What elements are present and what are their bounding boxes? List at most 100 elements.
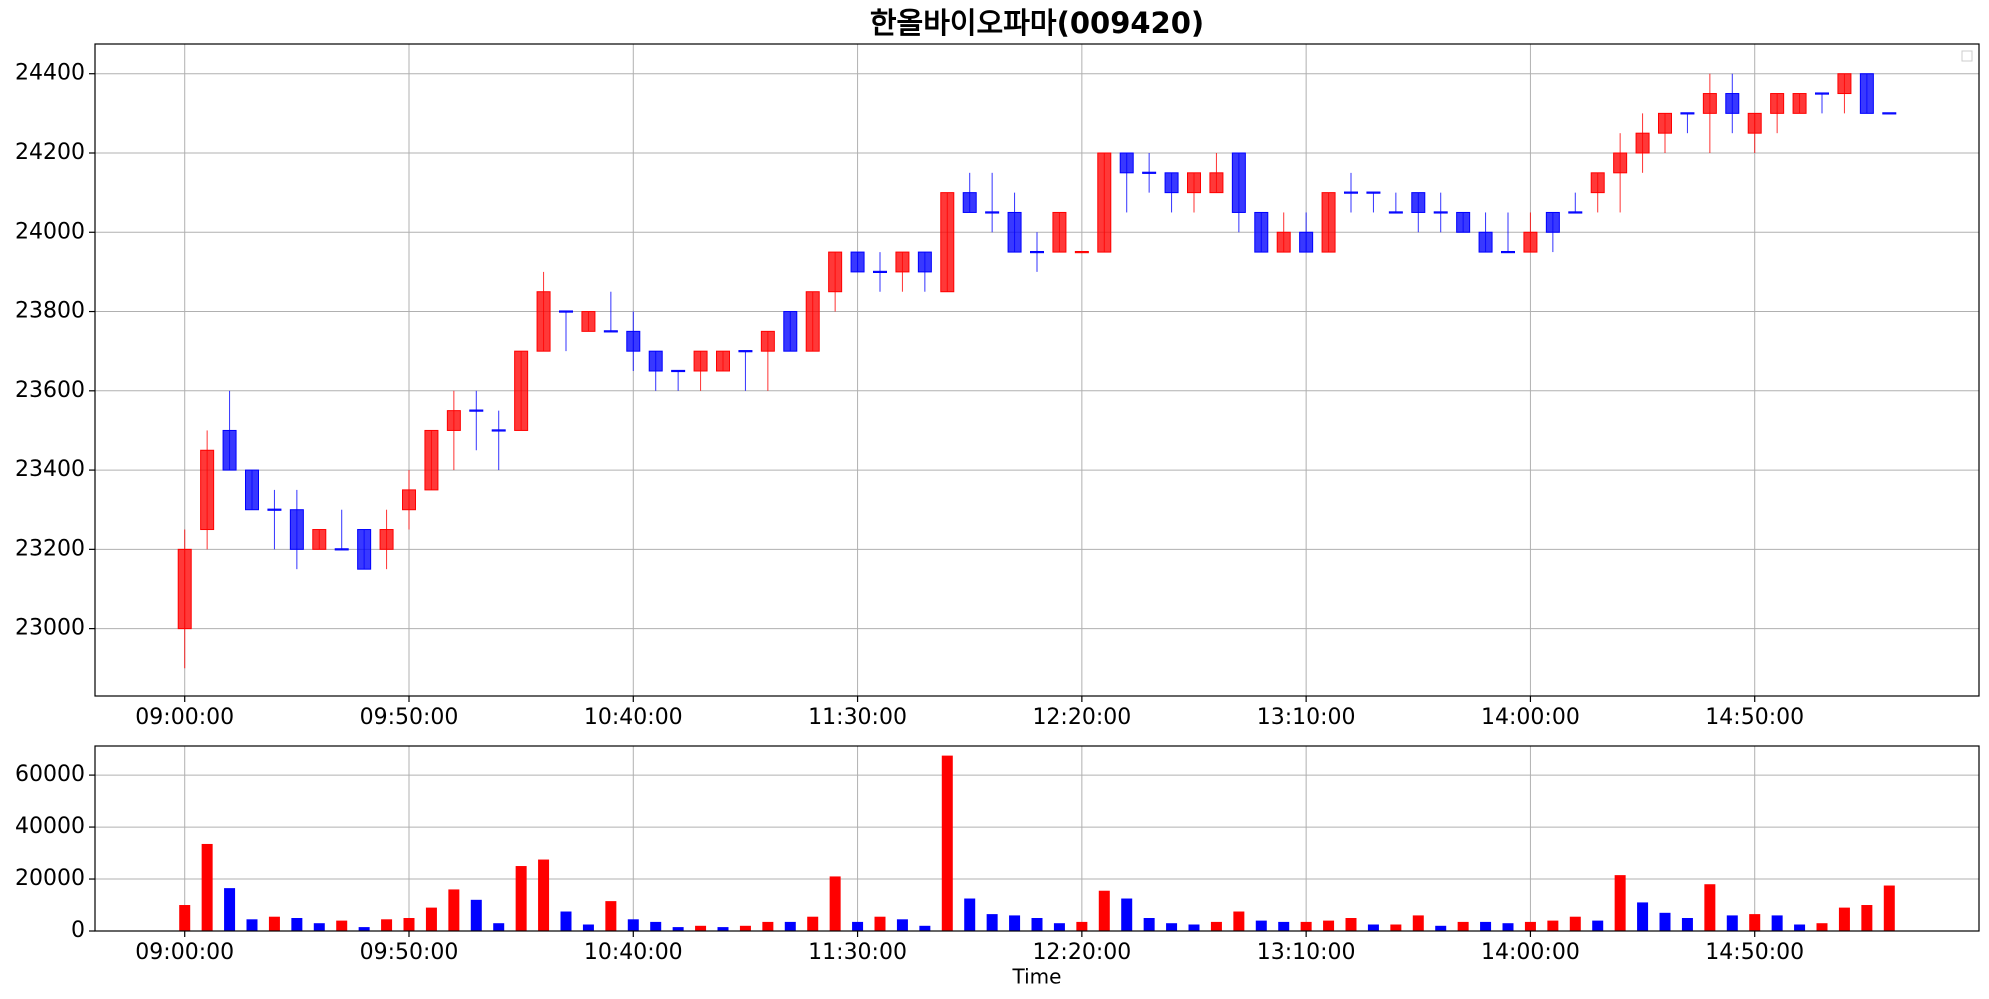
candle-body — [783, 311, 798, 352]
x-tick-label: 14:00:00 — [1481, 705, 1580, 730]
volume-bar — [179, 905, 191, 931]
volume-bar — [852, 921, 864, 931]
volume-bar — [224, 888, 236, 931]
volume-bar — [246, 919, 258, 931]
candle-body — [491, 429, 506, 432]
candle-body — [1702, 93, 1717, 114]
volume-bar — [695, 925, 707, 931]
candle-body — [1321, 192, 1336, 253]
volume-bar — [336, 920, 348, 931]
candle-body — [1456, 211, 1471, 233]
candle-body — [267, 508, 282, 511]
x-tick-label: 11:30:00 — [808, 705, 907, 730]
x-tick-label: 09:00:00 — [135, 705, 234, 730]
candle-body — [1590, 172, 1605, 194]
candle-body — [693, 350, 708, 372]
volume-bar — [964, 898, 976, 931]
volume-bar — [672, 927, 684, 931]
x-tick-label: 12:20:00 — [1032, 705, 1131, 730]
y-tick-label: 23600 — [15, 378, 85, 403]
volume-bar — [739, 925, 751, 931]
candle-body — [581, 311, 596, 332]
volume-bar — [1883, 885, 1895, 931]
volume-bar — [381, 919, 393, 931]
candle-body — [1164, 172, 1179, 194]
volume-bar — [1210, 921, 1222, 931]
volume-bar — [1435, 925, 1447, 931]
volume-bar — [1300, 921, 1312, 931]
candle-body — [536, 291, 551, 352]
volume-bar — [1861, 905, 1873, 931]
volume-bar — [582, 924, 594, 931]
candle-body — [469, 409, 484, 412]
plot-frame — [94, 43, 1980, 697]
volume-bar — [1166, 923, 1178, 931]
candle-body — [1231, 152, 1246, 213]
candle-body — [312, 529, 327, 550]
y-tick-label: 24200 — [15, 140, 85, 165]
candle-body — [1635, 132, 1650, 154]
volume-bar — [1726, 915, 1738, 931]
volume-bar — [448, 889, 460, 931]
volume-bar — [762, 921, 774, 931]
volume-bar — [1704, 884, 1716, 931]
x-tick-label: 13:10:00 — [1257, 940, 1356, 965]
volume-bar — [1031, 918, 1043, 931]
volume-bar — [268, 916, 280, 931]
candle-body — [1344, 191, 1358, 194]
volume-bar — [1233, 911, 1245, 931]
candle-body — [850, 251, 865, 273]
candle-body — [1815, 92, 1829, 95]
candle-body — [917, 251, 932, 273]
volume-bar — [1592, 920, 1604, 931]
candle-body — [603, 330, 618, 333]
volume-bar — [829, 876, 841, 931]
x-tick-label: 13:10:00 — [1257, 705, 1356, 730]
candle-body — [177, 548, 192, 630]
candle-body — [671, 369, 686, 373]
volume-bar — [1367, 924, 1379, 931]
volume-bar — [1345, 918, 1357, 931]
volume-bar — [650, 921, 662, 931]
y-tick-label: 23200 — [15, 536, 85, 561]
volume-bar — [874, 916, 886, 931]
candle-body — [940, 192, 955, 293]
candle-body — [1478, 231, 1493, 253]
candle-body — [648, 350, 663, 372]
volume-bar — [1390, 924, 1402, 931]
volume-bar — [1637, 902, 1649, 931]
y-tick-label: 23000 — [15, 616, 85, 641]
candle-body — [1142, 171, 1157, 174]
volume-bar — [291, 918, 303, 931]
candle-body — [873, 270, 887, 274]
volume-bar — [1771, 915, 1783, 931]
candle-body — [222, 429, 237, 471]
volume-bar — [560, 911, 572, 931]
x-tick-label: 14:50:00 — [1705, 940, 1804, 965]
volume-bar — [627, 919, 639, 931]
candle-body — [1007, 211, 1022, 253]
volume-bar — [941, 755, 953, 931]
volume-bar — [717, 927, 729, 931]
volume-bar — [1323, 920, 1335, 931]
volume-bar — [425, 907, 437, 931]
candle-body — [716, 350, 730, 372]
volume-bar — [1143, 918, 1155, 931]
x-tick-label: 10:40:00 — [584, 705, 683, 730]
candle-body — [402, 489, 416, 511]
candle-body — [379, 529, 394, 550]
y-tick-label: 0 — [71, 918, 85, 943]
candle-body — [1074, 250, 1089, 254]
candle-body — [985, 211, 1000, 214]
candle-body — [200, 449, 215, 531]
volume-bar — [1098, 890, 1110, 931]
candle-body — [1658, 112, 1672, 134]
volume-bar — [1188, 924, 1200, 931]
volume-bar — [1480, 921, 1492, 931]
volume-bar — [919, 925, 931, 931]
candle-body — [1411, 192, 1426, 213]
x-tick-label: 12:20:00 — [1032, 940, 1131, 965]
x-tick-label: 09:50:00 — [360, 705, 459, 730]
candle-body — [805, 291, 820, 352]
volume-bar — [1569, 916, 1581, 931]
